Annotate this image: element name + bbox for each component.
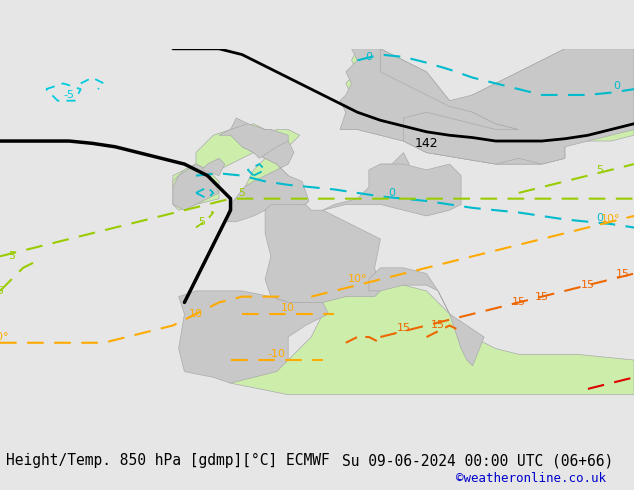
Polygon shape bbox=[242, 129, 300, 158]
Polygon shape bbox=[265, 204, 380, 302]
Text: -5: -5 bbox=[63, 90, 75, 100]
Text: 10°: 10° bbox=[601, 215, 621, 224]
Text: 15: 15 bbox=[581, 280, 595, 290]
Text: 10: 10 bbox=[189, 309, 203, 319]
Polygon shape bbox=[340, 49, 565, 164]
Text: Su 09-06-2024 00:00 UTC (06+66): Su 09-06-2024 00:00 UTC (06+66) bbox=[342, 453, 614, 468]
Polygon shape bbox=[323, 164, 461, 216]
Polygon shape bbox=[415, 49, 634, 141]
Text: 0: 0 bbox=[596, 213, 603, 223]
Text: 10°: 10° bbox=[347, 274, 367, 284]
Polygon shape bbox=[179, 291, 328, 383]
Text: 0: 0 bbox=[365, 52, 372, 62]
Text: 15: 15 bbox=[616, 269, 630, 279]
Polygon shape bbox=[225, 118, 309, 221]
Polygon shape bbox=[380, 152, 409, 170]
Text: 0: 0 bbox=[613, 81, 620, 91]
Text: -10: -10 bbox=[268, 349, 286, 359]
Polygon shape bbox=[173, 164, 219, 210]
Text: 142: 142 bbox=[415, 137, 438, 150]
Polygon shape bbox=[340, 49, 565, 164]
Text: ©weatheronline.co.uk: ©weatheronline.co.uk bbox=[456, 472, 607, 485]
Polygon shape bbox=[380, 49, 634, 164]
Text: 0: 0 bbox=[389, 188, 396, 198]
Polygon shape bbox=[173, 124, 276, 187]
Text: Height/Temp. 850 hPa [gdmp][°C] ECMWF: Height/Temp. 850 hPa [gdmp][°C] ECMWF bbox=[6, 453, 330, 468]
Polygon shape bbox=[369, 268, 484, 366]
Text: 10: 10 bbox=[281, 303, 295, 313]
Text: 5: 5 bbox=[198, 217, 205, 227]
Text: 10°: 10° bbox=[0, 332, 10, 342]
Polygon shape bbox=[219, 285, 634, 394]
Text: 5: 5 bbox=[8, 251, 15, 261]
Polygon shape bbox=[173, 164, 219, 210]
Text: 5: 5 bbox=[596, 165, 603, 175]
Text: 15: 15 bbox=[396, 323, 410, 333]
Text: 15: 15 bbox=[535, 292, 549, 302]
Text: 5: 5 bbox=[0, 286, 4, 296]
Text: 15: 15 bbox=[431, 320, 445, 330]
Text: 15: 15 bbox=[512, 297, 526, 307]
Polygon shape bbox=[225, 158, 306, 221]
Polygon shape bbox=[202, 158, 225, 175]
Text: 5: 5 bbox=[238, 188, 245, 198]
Polygon shape bbox=[219, 124, 288, 158]
